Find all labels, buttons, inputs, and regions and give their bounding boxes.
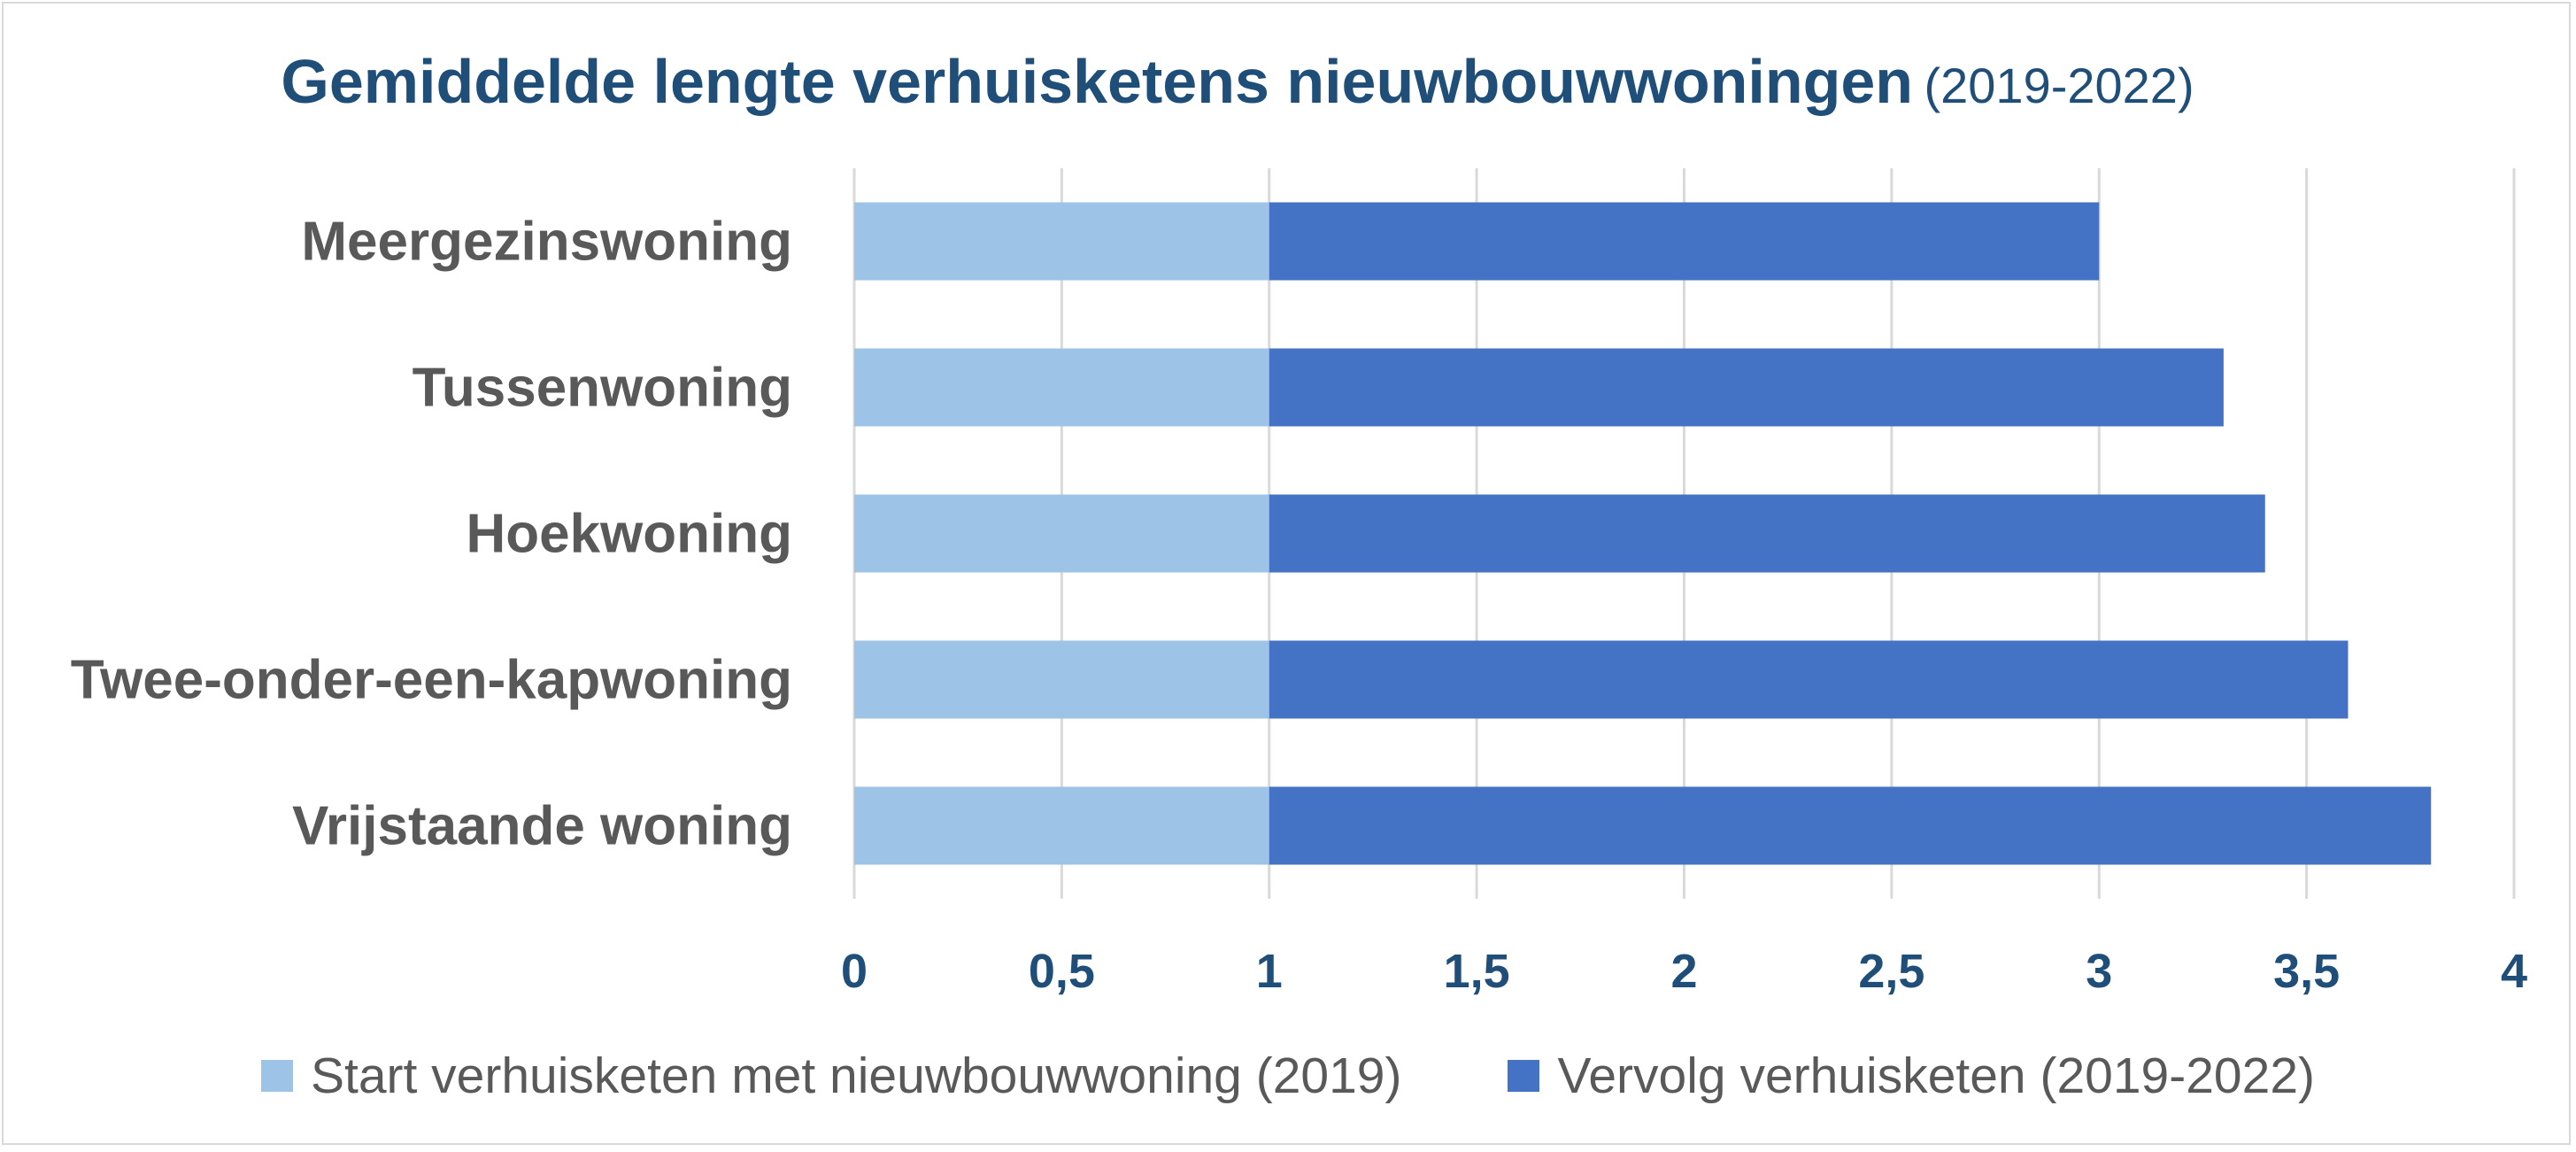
x-tick-label: 1 xyxy=(1256,945,1283,998)
bar-segment-start xyxy=(854,348,1269,427)
legend-swatch-vervolg xyxy=(1508,1060,1540,1092)
chart-title-main: Gemiddelde lengte verhuisketens nieuwbou… xyxy=(281,47,1914,116)
bar-segment-start xyxy=(854,202,1269,281)
category-label: Vrijstaande woning xyxy=(292,796,792,857)
x-axis-tick-labels: 0 0,5 1 1,5 2 2,5 3 3,5 4 xyxy=(841,945,2527,998)
bar-segment-start xyxy=(854,786,1269,865)
x-tick-label: 3,5 xyxy=(2273,945,2340,998)
x-tick-label: 4 xyxy=(2501,945,2527,998)
bar-segment-start xyxy=(854,494,1269,573)
legend: Start verhuisketen met nieuwbouwwoning (… xyxy=(0,1040,2576,1111)
bar-segment-vervolg xyxy=(1269,348,2224,427)
chart-title-subtitle: (2019-2022) xyxy=(1924,58,2194,113)
x-tick-label: 0,5 xyxy=(1029,945,1095,998)
legend-item-vervolg: Vervolg verhuisketen (2019-2022) xyxy=(1508,1047,2315,1105)
legend-swatch-start xyxy=(260,1060,293,1092)
category-labels: Meergezinswoning Tussenwoning Hoekwoning Tw… xyxy=(71,212,792,857)
bar-chart-plot: Meergezinswoning Tussenwoning Hoekwoning Tw… xyxy=(71,168,2527,998)
category-label: Hoekwoning xyxy=(466,504,792,565)
bars xyxy=(854,202,2432,865)
bar-segment-vervolg xyxy=(1269,640,2348,719)
x-tick-label: 2 xyxy=(1670,945,1697,998)
category-label: Twee-onder-een-kapwoning xyxy=(71,650,792,711)
bar-segment-vervolg xyxy=(1269,202,2100,281)
bar-segment-vervolg xyxy=(1269,494,2265,573)
legend-item-start: Start verhuisketen met nieuwbouwwoning (… xyxy=(260,1047,1402,1105)
x-tick-label: 3 xyxy=(2086,945,2112,998)
category-label: Tussenwoning xyxy=(413,358,792,419)
legend-label-vervolg: Vervolg verhuisketen (2019-2022) xyxy=(1557,1048,2316,1104)
bar-segment-start xyxy=(854,640,1269,719)
x-tick-label: 2,5 xyxy=(1858,945,1924,998)
x-tick-label: 0 xyxy=(841,945,868,998)
legend-label-start: Start verhuisketen met nieuwbouwwoning (… xyxy=(310,1048,1402,1104)
chart-title: Gemiddelde lengte verhuisketens nieuwbou… xyxy=(0,46,2475,117)
bar-segment-vervolg xyxy=(1269,786,2432,865)
x-tick-label: 1,5 xyxy=(1444,945,1510,998)
category-label: Meergezinswoning xyxy=(301,212,792,273)
